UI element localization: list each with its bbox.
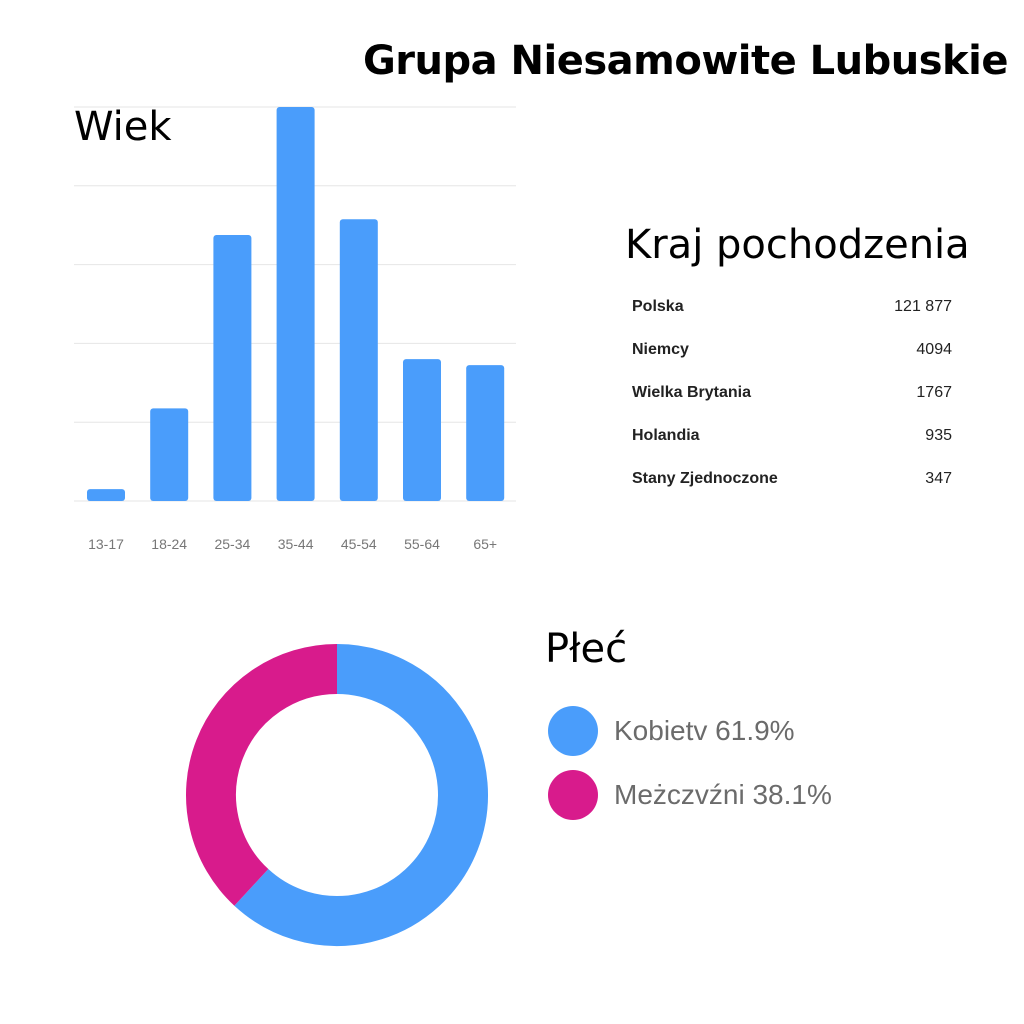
bar-35-44 [276,107,315,501]
age-chart-title: Wiek [74,104,172,150]
table-row: Stany Zjednoczone 347 [632,457,952,500]
country-table: Polska 121 877 Niemcy 4094 Wielka Brytan… [632,285,952,500]
bar-25-34 [213,235,252,502]
legend-item-women: Kobietv 61.9% [548,706,832,756]
donut-slice-men [186,644,338,906]
bar-65+ [466,365,505,501]
country-name: Wielka Brytania [632,383,752,401]
country-value: 4094 [916,340,952,358]
x-tick-label: 45-54 [341,536,377,552]
legend-label-women: Kobietv 61.9% [614,715,795,746]
country-name: Stany Zjednoczone [632,469,778,487]
legend-label-men: Meżczvźni 38.1% [614,779,832,810]
country-value: 121 877 [894,297,952,315]
table-row: Niemcy 4094 [632,328,952,371]
legend-swatch-men [548,770,598,820]
gender-chart-title: Płeć [545,626,628,672]
bar-18-24 [150,408,189,501]
country-value: 1767 [916,383,952,401]
gender-legend: Kobietv 61.9% Meżczvźni 38.1% [548,706,832,834]
bar-13-17 [87,489,125,501]
country-value: 935 [925,426,952,444]
x-tick-label: 55-64 [404,536,440,552]
legend-swatch-women [548,706,598,756]
x-tick-label: 65+ [473,536,497,552]
table-row: Wielka Brytania 1767 [632,371,952,414]
country-name: Holandia [632,426,700,444]
country-value: 347 [925,469,952,487]
table-row: Polska 121 877 [632,285,952,328]
age-bar-chart: 13-17 18-24 25-34 35-44 45-54 55-64 65+ [74,106,516,552]
gender-donut-chart [186,644,488,946]
country-table-title: Kraj pochodzenia [625,222,970,268]
table-row: Holandia 935 [632,414,952,457]
legend-item-men: Meżczvźni 38.1% [548,770,832,820]
x-tick-label: 13-17 [88,536,124,552]
country-name: Polska [632,297,684,315]
page-title: Grupa Niesamowite Lubuskie [362,38,1009,84]
bar-45-54 [339,219,378,502]
country-name: Niemcy [632,340,689,358]
donut-slice-women [234,644,488,946]
bar-55-64 [403,359,441,501]
x-tick-label: 35-44 [278,536,314,552]
x-tick-label: 18-24 [151,536,187,552]
x-tick-label: 25-34 [214,536,250,552]
